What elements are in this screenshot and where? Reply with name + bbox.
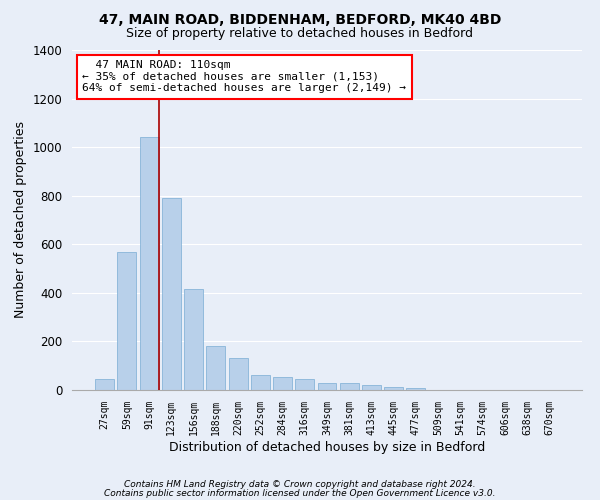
Bar: [317, 382, 337, 390]
Bar: [140, 138, 158, 390]
Text: Size of property relative to detached houses in Bedford: Size of property relative to detached ho…: [127, 28, 473, 40]
Bar: [229, 358, 248, 390]
Bar: [340, 384, 359, 390]
Bar: [295, 379, 314, 390]
Bar: [362, 385, 381, 390]
Bar: [251, 376, 270, 390]
Text: 47, MAIN ROAD, BIDDENHAM, BEDFORD, MK40 4BD: 47, MAIN ROAD, BIDDENHAM, BEDFORD, MK40 …: [99, 12, 501, 26]
Text: Contains HM Land Registry data © Crown copyright and database right 2024.: Contains HM Land Registry data © Crown c…: [124, 480, 476, 489]
Bar: [384, 387, 403, 390]
Y-axis label: Number of detached properties: Number of detached properties: [14, 122, 27, 318]
X-axis label: Distribution of detached houses by size in Bedford: Distribution of detached houses by size …: [169, 440, 485, 454]
Bar: [206, 346, 225, 390]
Bar: [118, 252, 136, 390]
Bar: [406, 388, 425, 390]
Bar: [273, 376, 292, 390]
Text: Contains public sector information licensed under the Open Government Licence v3: Contains public sector information licen…: [104, 488, 496, 498]
Bar: [184, 289, 203, 390]
Text: 47 MAIN ROAD: 110sqm  
← 35% of detached houses are smaller (1,153)
64% of semi-: 47 MAIN ROAD: 110sqm ← 35% of detached h…: [82, 60, 406, 94]
Bar: [162, 198, 181, 390]
Bar: [95, 379, 114, 390]
